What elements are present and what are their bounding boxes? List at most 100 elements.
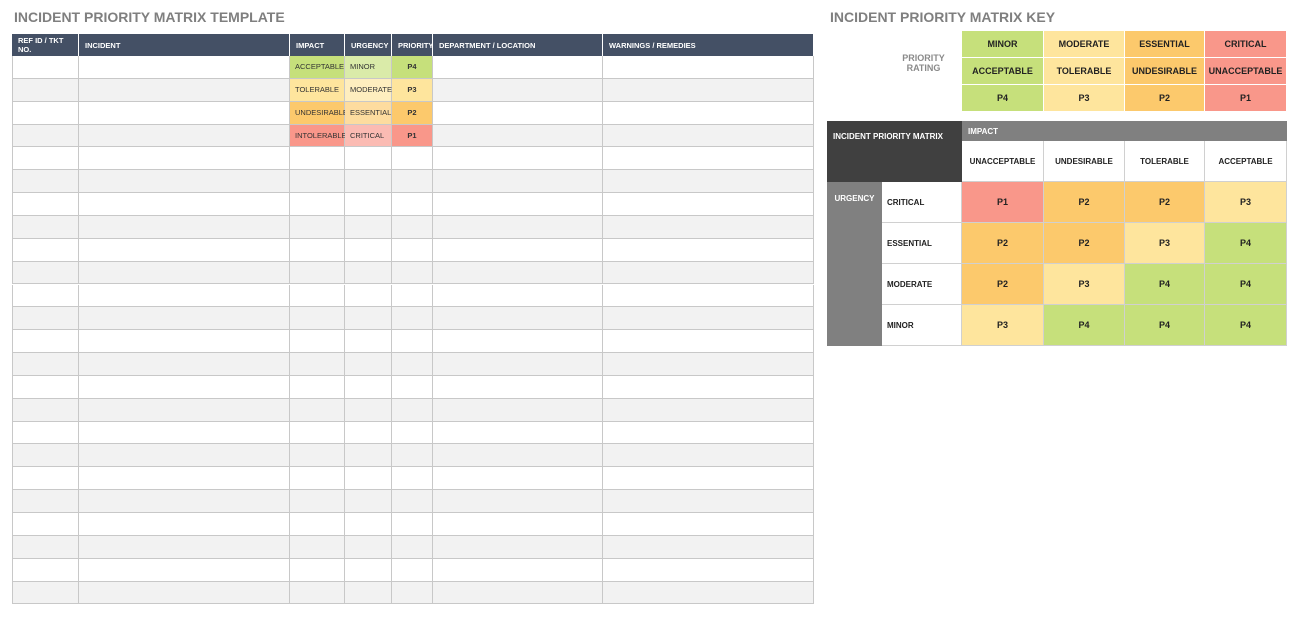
table-cell <box>603 238 814 262</box>
table-cell <box>79 215 290 239</box>
table-cell <box>345 238 392 262</box>
table-cell <box>345 193 392 216</box>
column-header: INCIDENT <box>79 34 290 56</box>
key-title: INCIDENT PRIORITY MATRIX KEY <box>830 9 1056 25</box>
impact-label: IMPACT <box>962 121 1287 141</box>
table-cell <box>290 558 345 582</box>
key-impact: UNACCEPTABLE <box>1205 58 1287 85</box>
table-cell <box>12 215 79 239</box>
table-cell <box>603 330 814 354</box>
table-cell <box>290 307 345 331</box>
table-cell <box>433 535 603 559</box>
table-cell <box>12 513 79 536</box>
table-cell <box>12 330 79 354</box>
urgency-level: ESSENTIAL <box>882 223 962 264</box>
table-cell <box>345 535 392 559</box>
column-header: URGENCY <box>345 34 392 56</box>
table-cell <box>603 490 814 513</box>
table-cell <box>392 375 433 399</box>
table-cell <box>290 513 345 536</box>
urgency-level: MINOR <box>882 305 962 346</box>
table-cell <box>603 56 814 79</box>
column-header: PRIORITY <box>392 34 433 56</box>
table-cell <box>433 421 603 445</box>
table-cell <box>12 170 79 194</box>
table-cell <box>392 490 433 513</box>
key-priority: P2 <box>1125 85 1205 112</box>
priority-cell: P1 <box>392 124 433 148</box>
urgency-level: MODERATE <box>882 264 962 305</box>
urgency-level: CRITICAL <box>882 182 962 223</box>
table-cell <box>345 444 392 468</box>
table-cell <box>603 170 814 194</box>
table-cell <box>433 398 603 422</box>
table-cell <box>79 444 290 468</box>
key-urgency: CRITICAL <box>1205 31 1287 58</box>
matrix-cell: P2 <box>1125 182 1205 223</box>
table-cell <box>345 490 392 513</box>
table-cell <box>79 147 290 171</box>
table-cell <box>290 170 345 194</box>
table-cell <box>79 558 290 582</box>
table-cell <box>290 467 345 491</box>
table-cell <box>433 147 603 171</box>
table-cell <box>433 215 603 239</box>
table-cell <box>290 398 345 422</box>
table-cell <box>12 444 79 468</box>
table-cell <box>433 330 603 354</box>
key-priority: P1 <box>1205 85 1287 112</box>
table-cell <box>79 581 290 605</box>
table-cell <box>433 307 603 331</box>
matrix-cell: P2 <box>1044 182 1125 223</box>
key-priority: P4 <box>962 85 1044 112</box>
table-cell <box>12 238 79 262</box>
table-cell <box>603 353 814 376</box>
table-cell <box>392 307 433 331</box>
impact-level: ACCEPTABLE <box>1205 141 1287 182</box>
table-cell <box>345 375 392 399</box>
table-cell <box>290 284 345 308</box>
table-cell <box>290 215 345 239</box>
table-cell <box>79 284 290 308</box>
table-cell <box>290 581 345 605</box>
table-cell <box>433 467 603 491</box>
table-cell <box>290 261 345 285</box>
impact-level: UNACCEPTABLE <box>962 141 1044 182</box>
matrix-cell: P3 <box>1205 182 1287 223</box>
table-cell <box>433 261 603 285</box>
table-cell <box>345 147 392 171</box>
table-cell <box>12 261 79 285</box>
table-cell <box>603 124 814 148</box>
table-cell <box>79 56 290 79</box>
table-cell <box>290 490 345 513</box>
table-cell <box>290 375 345 399</box>
table-cell <box>79 353 290 376</box>
table-cell <box>603 421 814 445</box>
table-cell <box>290 535 345 559</box>
table-cell <box>12 124 79 148</box>
table-cell <box>433 238 603 262</box>
table-cell <box>290 353 345 376</box>
column-header: WARNINGS / REMEDIES <box>603 34 814 56</box>
table-cell <box>345 261 392 285</box>
table-cell <box>392 444 433 468</box>
template-title: INCIDENT PRIORITY MATRIX TEMPLATE <box>14 9 285 25</box>
table-cell <box>79 238 290 262</box>
table-cell <box>12 467 79 491</box>
table-cell <box>603 193 814 216</box>
table-cell <box>345 330 392 354</box>
key-impact: TOLERABLE <box>1044 58 1125 85</box>
table-cell <box>79 535 290 559</box>
column-header: DEPARTMENT / LOCATION <box>433 34 603 56</box>
table-cell <box>392 238 433 262</box>
matrix-cell: P2 <box>1044 223 1125 264</box>
table-cell <box>79 421 290 445</box>
matrix-cell: P4 <box>1125 305 1205 346</box>
table-cell <box>345 284 392 308</box>
priority-cell: P4 <box>392 56 433 79</box>
matrix-cell: P4 <box>1205 305 1287 346</box>
table-cell <box>12 398 79 422</box>
table-cell <box>433 558 603 582</box>
key-urgency: ESSENTIAL <box>1125 31 1205 58</box>
table-cell <box>603 284 814 308</box>
